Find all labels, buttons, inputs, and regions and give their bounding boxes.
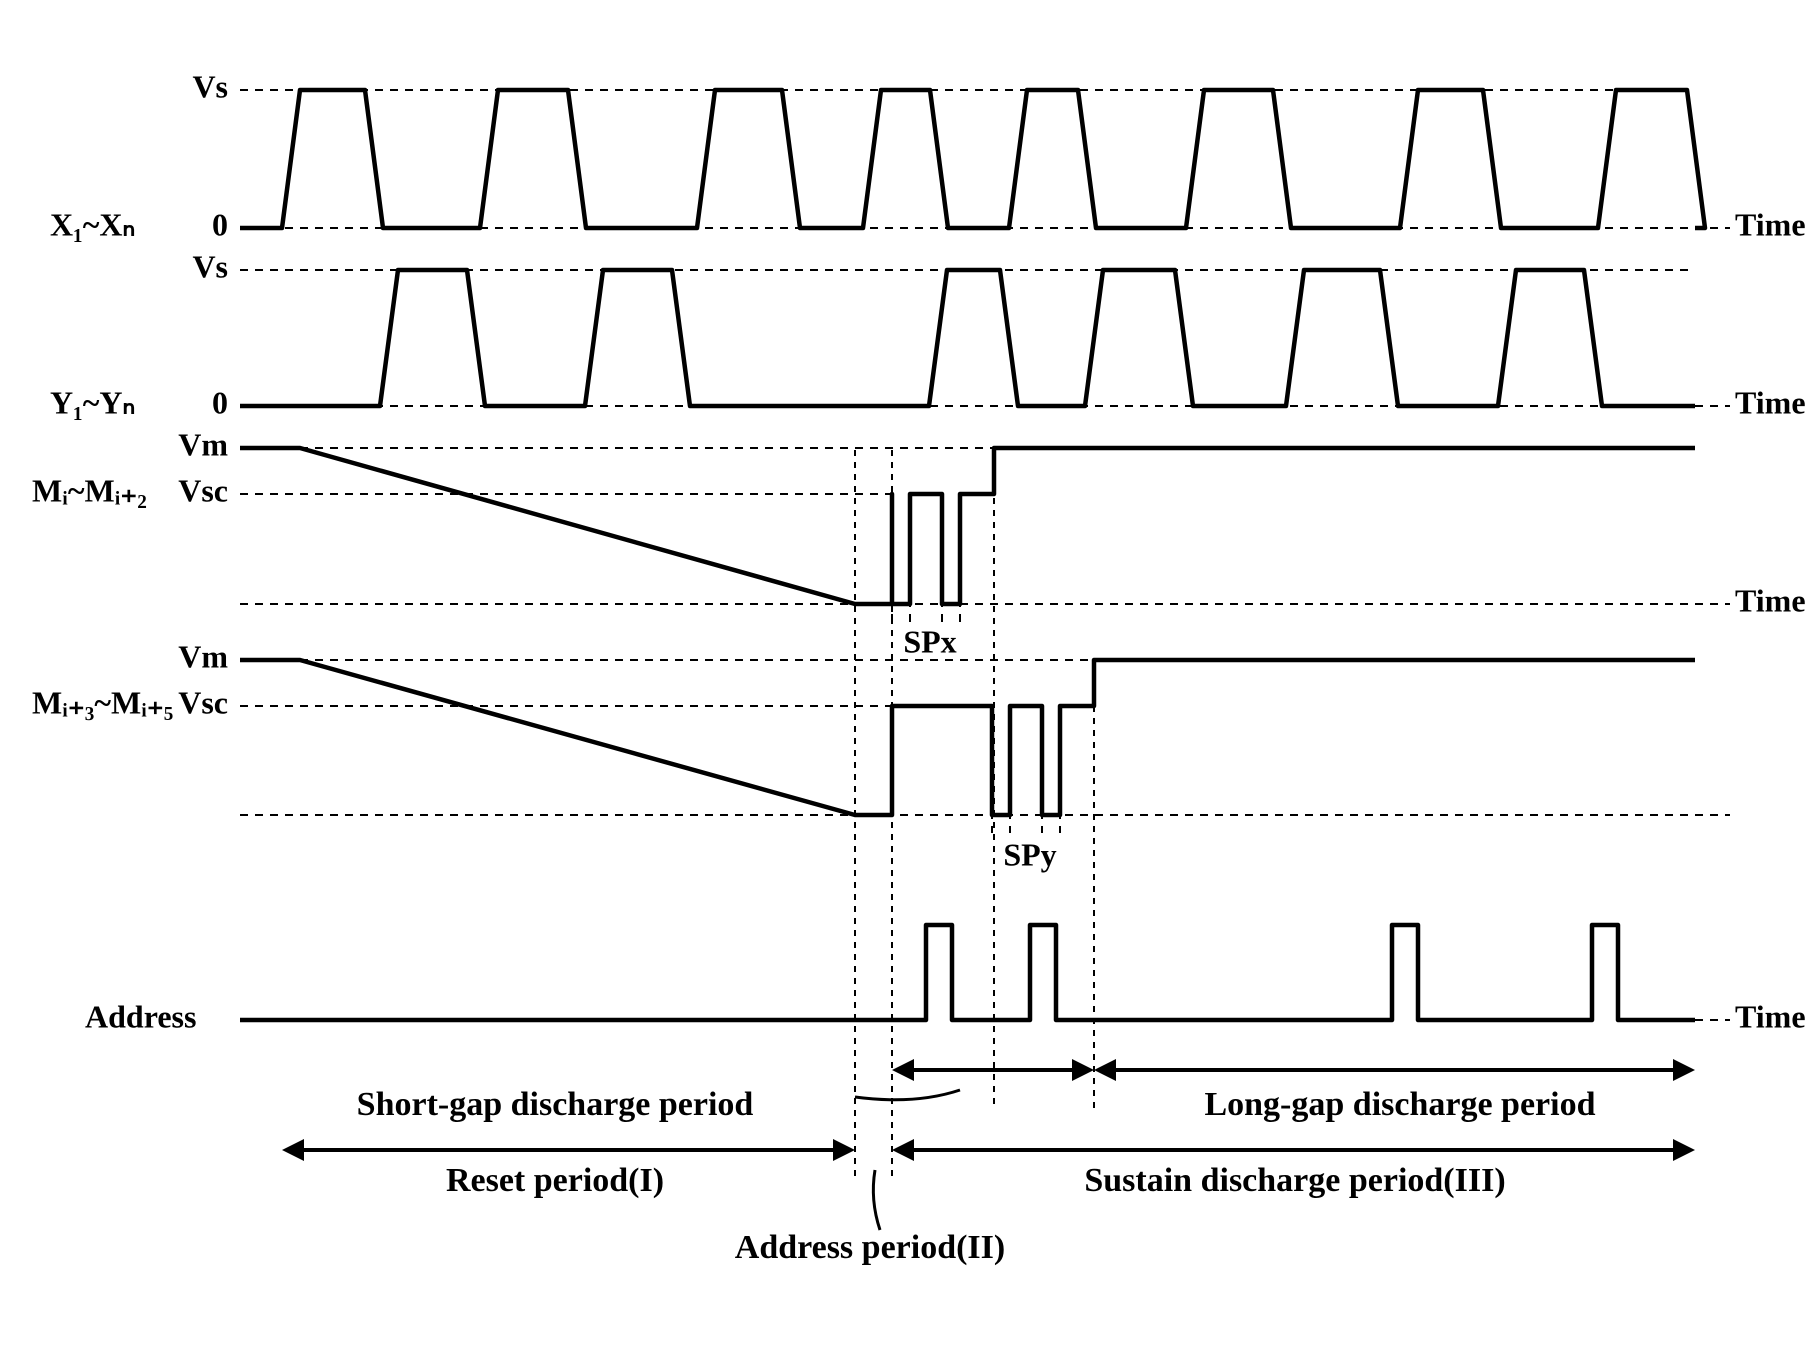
svg-text:Vm: Vm <box>178 638 228 674</box>
svg-text:Short-gap discharge period: Short-gap discharge period <box>357 1086 754 1123</box>
svg-text:Sustain discharge period(III): Sustain discharge period(III) <box>1084 1162 1505 1199</box>
svg-text:Time: Time <box>1735 384 1806 420</box>
svg-text:SPy: SPy <box>1003 836 1056 872</box>
svg-text:X₁~Xₙ: X₁~Xₙ <box>50 206 135 242</box>
svg-text:Address: Address <box>85 998 196 1034</box>
timing-diagram: Vs 0 X₁~Xₙ Time Vs 0 Y₁~Yₙ Time Vm Vsc Mᵢ~Mᵢ₊₂ Time… <box>0 0 1819 1352</box>
svg-text:Mᵢ₊₃~Mᵢ₊₅: Mᵢ₊₃~Mᵢ₊₅ <box>32 684 173 720</box>
svg-text:Mᵢ~Mᵢ₊₂: Mᵢ~Mᵢ₊₂ <box>32 472 147 508</box>
svg-text:0: 0 <box>212 206 228 242</box>
svg-text:Vsc: Vsc <box>178 472 228 508</box>
svg-text:Y₁~Yₙ: Y₁~Yₙ <box>50 384 135 420</box>
svg-text:Time: Time <box>1735 998 1806 1034</box>
svg-text:Time: Time <box>1735 206 1806 242</box>
svg-text:Vm: Vm <box>178 426 228 462</box>
svg-text:Vs: Vs <box>192 68 228 104</box>
svg-text:Long-gap discharge period: Long-gap discharge period <box>1204 1086 1595 1123</box>
svg-text:Vs: Vs <box>192 248 228 284</box>
svg-text:0: 0 <box>212 384 228 420</box>
svg-text:Address period(II): Address period(II) <box>735 1229 1005 1266</box>
svg-text:SPx: SPx <box>903 623 956 659</box>
svg-text:Time: Time <box>1735 582 1806 618</box>
svg-text:Vsc: Vsc <box>178 684 228 720</box>
svg-text:Reset period(I): Reset period(I) <box>446 1162 664 1199</box>
